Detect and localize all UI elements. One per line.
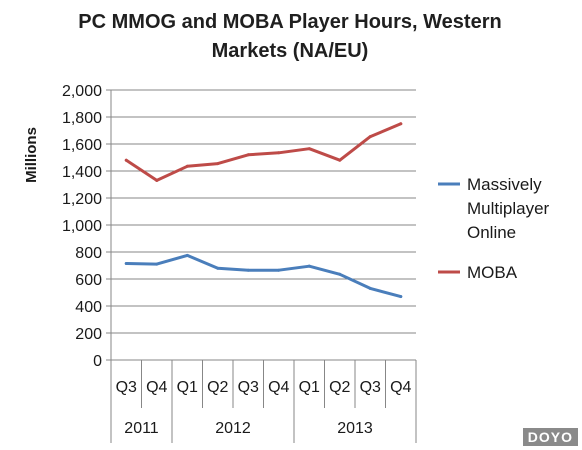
data-point (307, 147, 311, 151)
data-point (185, 164, 189, 168)
x-category-label: Q3 (360, 379, 381, 396)
data-point (338, 158, 342, 162)
y-tick-label: 1,400 (62, 164, 102, 181)
x-category-label: Q2 (207, 379, 228, 396)
series-line (124, 122, 403, 182)
y-tick-label: 2,000 (62, 83, 102, 100)
data-point (246, 268, 250, 272)
legend-label: Massively (467, 175, 542, 194)
series-line (124, 253, 403, 299)
x-category-label: Q3 (238, 379, 259, 396)
data-point (124, 261, 128, 265)
y-tick-label: 1,000 (62, 218, 102, 235)
data-point (368, 135, 372, 139)
data-point (216, 162, 220, 166)
x-category-label: Q4 (268, 379, 289, 396)
y-tick-label: 0 (93, 353, 102, 370)
y-tick-label: 1,200 (62, 191, 102, 208)
data-point (155, 262, 159, 266)
data-point (307, 264, 311, 268)
data-point (185, 253, 189, 257)
x-category-label: Q1 (177, 379, 198, 396)
y-axis-label: Millions (23, 127, 40, 183)
legend-label: Online (467, 223, 516, 242)
y-tick-label: 1,600 (62, 137, 102, 154)
data-point (338, 272, 342, 276)
data-point (124, 158, 128, 162)
y-tick-label: 400 (75, 299, 102, 316)
y-tick-label: 800 (75, 245, 102, 262)
legend-label: MOBA (467, 263, 518, 282)
data-point (277, 151, 281, 155)
watermark-logo: DOYO (522, 428, 578, 446)
x-category-label: Q4 (390, 379, 411, 396)
x-year-label: 2013 (337, 420, 373, 437)
x-category-label: Q2 (329, 379, 350, 396)
chart-title: PC MMOG and MOBA Player Hours, Western M… (78, 11, 502, 62)
y-tick-label: 600 (75, 272, 102, 289)
data-point (277, 268, 281, 272)
y-tick-label: 1,800 (62, 110, 102, 127)
legend-label: Multiplayer (467, 199, 550, 218)
y-tick-label: 200 (75, 326, 102, 343)
data-point (246, 153, 250, 157)
x-category-label: Q4 (146, 379, 167, 396)
data-point (368, 286, 372, 290)
x-category-label: Q3 (116, 379, 137, 396)
data-point (216, 266, 220, 270)
x-year-label: 2012 (215, 420, 251, 437)
data-point (155, 178, 159, 182)
data-point (399, 295, 403, 299)
data-point (399, 122, 403, 126)
x-year-label: 2011 (124, 420, 159, 437)
x-category-label: Q1 (299, 379, 320, 396)
